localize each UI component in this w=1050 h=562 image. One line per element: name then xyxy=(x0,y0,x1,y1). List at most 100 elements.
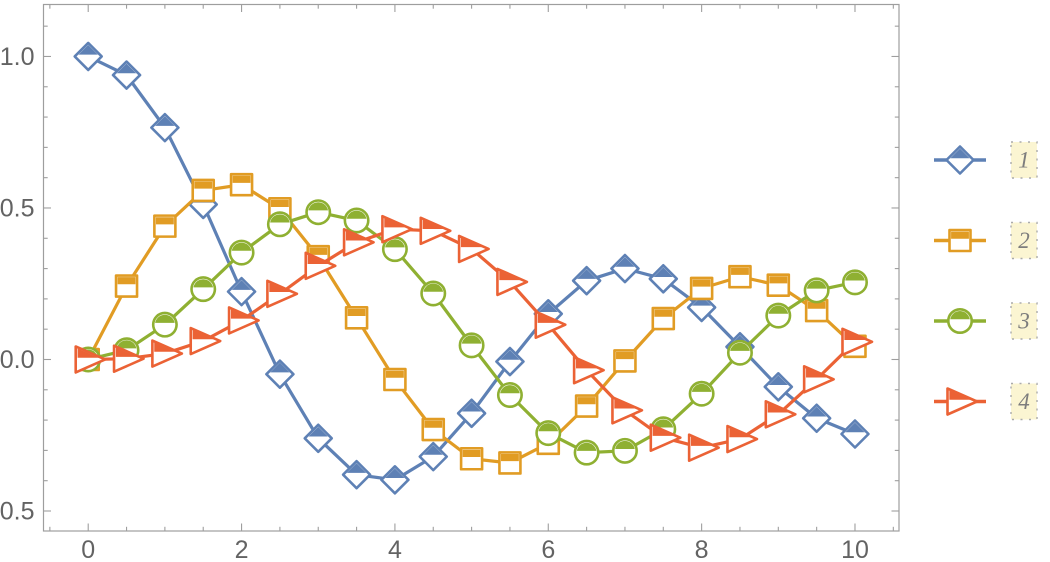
series-3-marker xyxy=(573,439,600,466)
series-4-marker xyxy=(189,326,222,356)
series-4-marker xyxy=(227,306,260,335)
x-tick-label: 2 xyxy=(235,536,249,562)
x-tick-label: 10 xyxy=(841,536,869,562)
series-1-marker xyxy=(303,423,334,454)
series-1-marker xyxy=(610,253,640,284)
series-2-marker xyxy=(114,274,139,298)
series-3-marker xyxy=(266,211,293,238)
series-4-marker xyxy=(419,216,452,246)
series-2-marker xyxy=(574,394,599,418)
legend-label: 3 xyxy=(1017,309,1030,334)
series-2-marker xyxy=(383,367,407,392)
series-4-marker xyxy=(764,400,797,429)
series-1-marker xyxy=(265,359,295,389)
series-3-marker xyxy=(190,276,217,303)
series-4-marker xyxy=(726,424,759,454)
series-3-marker xyxy=(420,280,447,307)
series-4-marker xyxy=(534,310,567,340)
series-2-marker xyxy=(766,273,791,297)
series-4-marker xyxy=(342,227,375,257)
series-4-marker xyxy=(266,279,299,309)
x-tick-label: 8 xyxy=(695,536,709,562)
series-2-marker xyxy=(344,306,369,330)
series-4-marker xyxy=(687,433,720,462)
legend-marker xyxy=(946,387,979,416)
series-2-marker xyxy=(613,349,637,373)
y-tick-label: 1.0 xyxy=(0,43,35,71)
x-tick-labels: 0 2 4 6 8 10 xyxy=(81,536,869,562)
series-1-marker xyxy=(150,112,180,143)
legend-item-2: 2 xyxy=(934,221,1038,260)
series-3-marker xyxy=(726,339,753,366)
series-3-marker xyxy=(765,302,792,329)
series-2-marker xyxy=(191,178,216,203)
legend-placeholder xyxy=(1010,141,1038,179)
series-3-marker xyxy=(803,277,830,304)
series-3-marker xyxy=(611,437,638,464)
series-2-marker xyxy=(651,306,676,331)
series-3 xyxy=(75,199,868,466)
legend-marker xyxy=(948,228,972,253)
series-4-marker xyxy=(572,355,605,385)
series-4-marker xyxy=(74,345,107,374)
series-1-marker xyxy=(571,265,602,296)
series-1-marker xyxy=(73,41,104,72)
series-1 xyxy=(73,41,870,495)
series-2-marker xyxy=(498,451,522,475)
series-1-marker xyxy=(226,276,257,307)
legend-placeholder xyxy=(1010,221,1038,260)
y-tick-label: 0.0 xyxy=(0,346,35,374)
legend-label: 1 xyxy=(1018,148,1030,173)
series-3-marker xyxy=(688,380,715,407)
series-2 xyxy=(76,172,867,475)
series-2-marker xyxy=(689,276,714,301)
series-3-marker xyxy=(305,199,332,226)
series-2-marker xyxy=(153,214,177,238)
series-1-marker xyxy=(686,292,717,323)
series-1-marker xyxy=(801,403,832,434)
y-tick-label: 0.5 xyxy=(0,194,35,222)
legend-placeholder xyxy=(1010,382,1038,421)
series-2-marker xyxy=(229,172,254,197)
legend-marker xyxy=(947,308,973,334)
series-3-marker xyxy=(841,269,868,296)
series-3-marker xyxy=(535,420,562,447)
series-4-marker xyxy=(496,267,529,297)
series-3-marker xyxy=(151,311,178,338)
series-4 xyxy=(74,214,874,462)
legend-marker xyxy=(945,145,975,175)
legend-item-1: 1 xyxy=(934,141,1038,179)
series-2-marker xyxy=(804,298,829,323)
series-4-marker xyxy=(112,344,145,374)
series-1-marker xyxy=(840,419,870,449)
y-tick-label: −0.5 xyxy=(0,498,35,526)
series-2-marker xyxy=(728,264,752,289)
series-4-marker xyxy=(841,327,874,357)
series-2-marker xyxy=(421,417,446,442)
legend-placeholder xyxy=(1010,302,1038,340)
series-4-marker xyxy=(151,339,184,368)
legend-label: 4 xyxy=(1018,389,1030,414)
legend-item-3: 3 xyxy=(934,302,1038,340)
x-tick-label: 6 xyxy=(541,536,555,562)
series-1-marker xyxy=(418,441,449,472)
series-1-marker xyxy=(456,398,487,429)
series-3-marker xyxy=(496,382,523,409)
legend-item-4: 4 xyxy=(934,382,1038,421)
legend: 1 2 3 4 xyxy=(934,141,1038,421)
series-1-marker xyxy=(763,372,794,402)
x-tick-label: 0 xyxy=(81,536,95,562)
y-tick-labels: 1.0 0.5 0.0 −0.5 xyxy=(0,43,35,526)
series-3-marker xyxy=(343,207,370,234)
legend-label: 2 xyxy=(1018,228,1030,253)
x-tick-label: 4 xyxy=(388,536,402,562)
series-1-marker xyxy=(380,465,410,495)
series-1-marker xyxy=(648,263,679,294)
series-4-marker xyxy=(611,395,644,425)
series-1-marker xyxy=(341,459,372,490)
series-4-marker xyxy=(649,423,682,452)
series-3-marker xyxy=(458,332,485,359)
series-2-marker xyxy=(459,446,484,471)
